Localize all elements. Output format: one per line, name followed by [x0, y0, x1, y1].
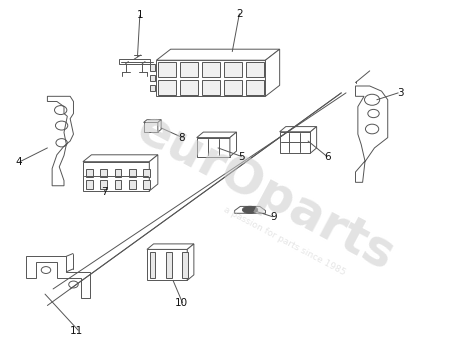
Bar	[158, 80, 176, 95]
Polygon shape	[83, 155, 158, 162]
Text: 1: 1	[137, 10, 143, 21]
Polygon shape	[280, 132, 310, 153]
Bar	[224, 80, 242, 95]
Bar	[180, 62, 198, 77]
Polygon shape	[118, 59, 150, 64]
Text: eurOparts: eurOparts	[128, 105, 402, 281]
Bar	[143, 180, 150, 189]
Bar	[150, 85, 155, 91]
Polygon shape	[230, 132, 237, 157]
Text: 11: 11	[70, 326, 83, 336]
Bar	[158, 62, 176, 77]
Text: 3: 3	[397, 88, 404, 98]
Bar	[129, 169, 136, 177]
Polygon shape	[156, 60, 265, 96]
Text: 5: 5	[238, 151, 245, 162]
Text: 6: 6	[325, 151, 331, 162]
Bar	[86, 169, 93, 177]
Bar	[182, 252, 188, 278]
Polygon shape	[187, 244, 194, 280]
Polygon shape	[47, 96, 73, 186]
Bar	[100, 180, 107, 189]
Bar	[246, 62, 264, 77]
Polygon shape	[197, 138, 230, 157]
Polygon shape	[26, 256, 90, 298]
Bar	[166, 252, 172, 278]
Polygon shape	[147, 244, 194, 249]
Polygon shape	[197, 132, 237, 138]
Polygon shape	[149, 155, 158, 191]
Text: 7: 7	[101, 187, 108, 197]
Polygon shape	[156, 49, 280, 60]
Polygon shape	[83, 162, 149, 191]
Bar	[86, 180, 93, 189]
Bar	[180, 80, 198, 95]
Bar	[129, 180, 136, 189]
Text: 9: 9	[270, 212, 277, 223]
Text: 10: 10	[174, 298, 188, 309]
Polygon shape	[147, 249, 187, 280]
Polygon shape	[280, 127, 317, 132]
Polygon shape	[265, 49, 280, 96]
Ellipse shape	[242, 206, 258, 213]
Bar	[224, 62, 242, 77]
Bar	[150, 64, 155, 71]
Text: a passion for parts since 1985: a passion for parts since 1985	[222, 205, 347, 277]
Bar	[143, 169, 150, 177]
Bar	[150, 252, 155, 278]
Bar	[202, 62, 220, 77]
Text: 8: 8	[178, 132, 185, 143]
Polygon shape	[144, 122, 158, 132]
Bar	[246, 80, 264, 95]
Bar	[115, 169, 121, 177]
Bar	[202, 80, 220, 95]
Text: 4: 4	[16, 157, 22, 167]
Polygon shape	[158, 120, 161, 132]
Polygon shape	[144, 120, 161, 122]
Polygon shape	[235, 206, 265, 213]
Polygon shape	[356, 86, 388, 182]
Polygon shape	[310, 127, 317, 153]
Bar	[115, 180, 121, 189]
Bar	[150, 75, 155, 81]
Text: 2: 2	[236, 9, 243, 19]
Bar	[100, 169, 107, 177]
